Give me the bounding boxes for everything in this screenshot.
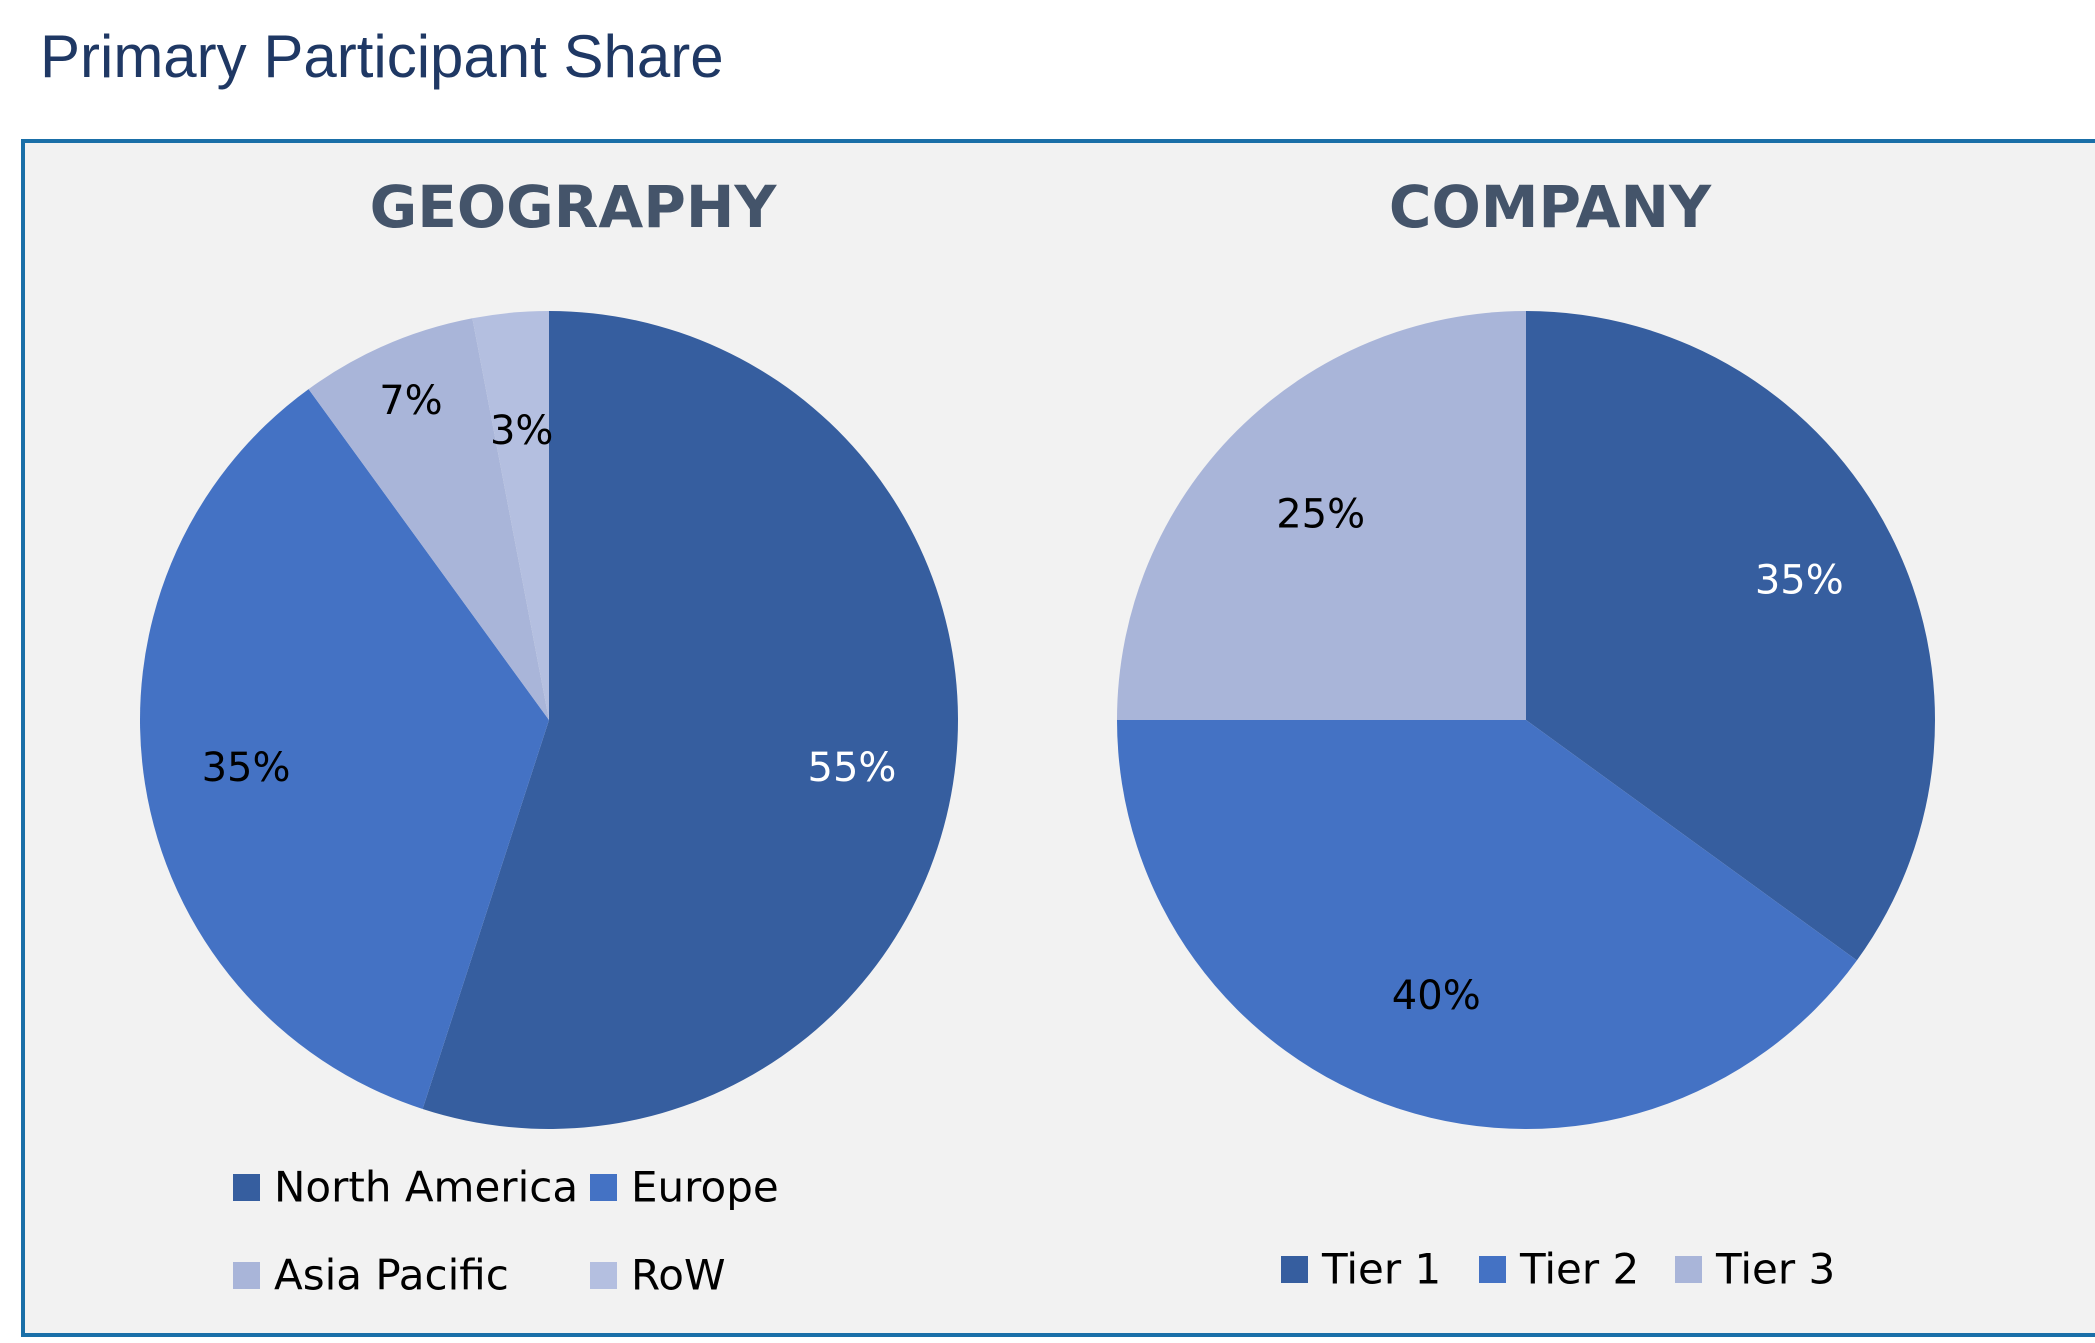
geography-legend-label-asia-pacific: Asia Pacific <box>274 1251 509 1300</box>
geography-legend-item-asia-pacific: Asia Pacific <box>233 1251 509 1300</box>
company-data-label-tier-1: 35% <box>1755 558 1844 604</box>
company-data-label-tier-3: 25% <box>1276 492 1365 538</box>
company-slice-tier-3 <box>1117 311 1526 720</box>
company-legend-item-tier-2: Tier 2 <box>1479 1245 1639 1294</box>
geography-data-labels: 55% 35% 7% 3% <box>202 378 897 791</box>
geography-data-label-row: 3% <box>490 408 553 454</box>
company-legend-swatch-tier-1 <box>1281 1256 1308 1283</box>
geography-legend-swatch-row <box>590 1262 617 1289</box>
company-slices <box>1117 311 1936 1129</box>
company-pie-chart: COMPANY 35% 40% 25% Tier 1 Tier 2 Tier 3 <box>1117 173 1936 1294</box>
company-legend-label-tier-1: Tier 1 <box>1321 1245 1441 1294</box>
geography-data-label-north-america: 55% <box>808 745 897 791</box>
geography-slice-asia-pacific <box>308 318 549 720</box>
charts-canvas: GEOGRAPHY 55% 35% 7% 3% North America Europe… <box>140 173 1936 1300</box>
company-legend-item-tier-3: Tier 3 <box>1675 1245 1835 1294</box>
company-legend-swatch-tier-3 <box>1675 1256 1702 1283</box>
company-legend-swatch-tier-2 <box>1479 1256 1506 1283</box>
company-slice-tier-1 <box>1526 311 1936 961</box>
company-legend-label-tier-3: Tier 3 <box>1715 1245 1835 1294</box>
geography-legend: North America Europe Asia Pacific RoW <box>233 1163 779 1300</box>
geography-legend-label-row: RoW <box>631 1251 726 1300</box>
geography-slices <box>140 311 959 1129</box>
page-title: Primary Participant Share <box>40 23 724 90</box>
geography-chart-title: GEOGRAPHY <box>370 173 778 241</box>
geography-legend-swatch-north-america <box>233 1174 260 1201</box>
geography-legend-item-europe: Europe <box>590 1163 779 1212</box>
company-legend: Tier 1 Tier 2 Tier 3 <box>1281 1245 1835 1294</box>
geography-legend-item-north-america: North America <box>233 1163 578 1212</box>
geography-data-label-europe: 35% <box>202 745 291 791</box>
company-data-labels: 35% 40% 25% <box>1276 492 1844 1020</box>
geography-pie-chart: GEOGRAPHY 55% 35% 7% 3% North America Europe… <box>140 173 959 1300</box>
geography-slice-europe <box>140 389 549 1109</box>
geography-legend-swatch-asia-pacific <box>233 1262 260 1289</box>
company-chart-title: COMPANY <box>1389 173 1712 241</box>
company-slice-tier-2 <box>1117 720 1857 1129</box>
geography-legend-swatch-europe <box>590 1174 617 1201</box>
geography-slice-north-america <box>422 311 959 1129</box>
geography-legend-label-north-america: North America <box>274 1163 578 1212</box>
geography-legend-item-row: RoW <box>590 1251 726 1300</box>
company-data-label-tier-2: 40% <box>1392 973 1481 1019</box>
geography-slice-row <box>472 311 549 720</box>
geography-data-label-asia-pacific: 7% <box>379 378 442 424</box>
geography-legend-label-europe: Europe <box>631 1163 779 1212</box>
chart-panel: GEOGRAPHY 55% 35% 7% 3% North America Europe… <box>21 139 2095 1337</box>
company-legend-label-tier-2: Tier 2 <box>1519 1245 1639 1294</box>
company-legend-item-tier-1: Tier 1 <box>1281 1245 1441 1294</box>
